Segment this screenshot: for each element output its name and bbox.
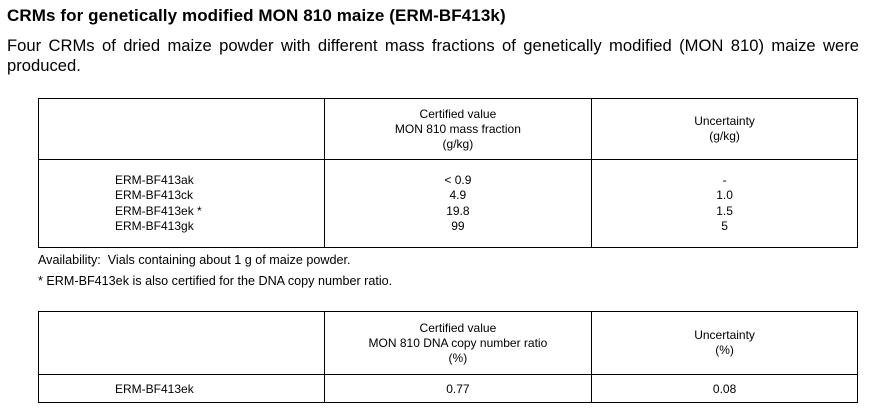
- uncertainty-value: -: [722, 172, 727, 187]
- uncertainty-header-line1: Uncertainty: [694, 114, 755, 128]
- uncertainty-header-line1: Uncertainty: [694, 328, 755, 342]
- header-empty-cell: [38, 311, 325, 375]
- intro-paragraph: Four CRMs of dried maize powder with dif…: [7, 36, 859, 75]
- mass-fraction-table: Certified value MON 810 mass fraction (g…: [38, 98, 858, 248]
- material-name: ERM-BF413ck: [115, 188, 194, 202]
- certified-values-cell: < 0.9 4.9 19.8 99: [323, 159, 593, 248]
- certified-header-line2: MON 810 mass fraction: [394, 121, 521, 136]
- material-name: ERM-BF413ak: [115, 172, 194, 187]
- page-title: CRMs for genetically modified MON 810 ma…: [7, 6, 506, 25]
- certified-header-line3: (g/kg): [442, 136, 474, 151]
- certified-value-header: Certified value MON 810 DNA copy number …: [323, 311, 593, 375]
- uncertainty-value: 1.5: [716, 203, 733, 218]
- certified-value: 19.8: [446, 203, 470, 218]
- uncertainty-value: 1.0: [716, 188, 733, 202]
- certified-value: 99: [451, 219, 465, 233]
- uncertainty-header: Uncertainty (g/kg): [591, 98, 858, 160]
- material-name: ERM-BF413gk: [115, 219, 194, 233]
- material-name: ERM-BF413ek: [38, 374, 325, 403]
- availability-text: Availability: Vials containing about 1 g…: [38, 253, 351, 267]
- certified-header-line3: (%): [448, 350, 468, 365]
- certified-value-header: Certified value MON 810 mass fraction (g…: [323, 98, 593, 160]
- uncertainties-cell: - 1.0 1.5 5: [591, 159, 858, 248]
- uncertainty-header: Uncertainty (%): [591, 311, 858, 375]
- footnote-text: * ERM-BF413ek is also certified for the …: [38, 274, 393, 288]
- uncertainty-header-line2: (g/kg): [709, 129, 740, 143]
- material-names-cell: ERM-BF413ak ERM-BF413ck ERM-BF413ek * ER…: [38, 159, 325, 248]
- uncertainty-value: 5: [721, 219, 728, 233]
- uncertainty-header-line2: (%): [715, 343, 734, 357]
- header-empty-cell: [38, 98, 325, 160]
- certified-header-line2: MON 810 DNA copy number ratio: [368, 335, 548, 350]
- certified-value: 0.77: [323, 374, 593, 403]
- uncertainty-value: 0.08: [591, 374, 858, 403]
- certified-value: 4.9: [449, 188, 467, 202]
- certified-value: < 0.9: [444, 172, 472, 187]
- certified-header-line1: Certified value: [419, 106, 497, 121]
- dna-copy-ratio-table: Certified value MON 810 DNA copy number …: [38, 311, 858, 403]
- certified-header-line1: Certified value: [419, 320, 497, 335]
- material-name: ERM-BF413ek *: [115, 203, 202, 218]
